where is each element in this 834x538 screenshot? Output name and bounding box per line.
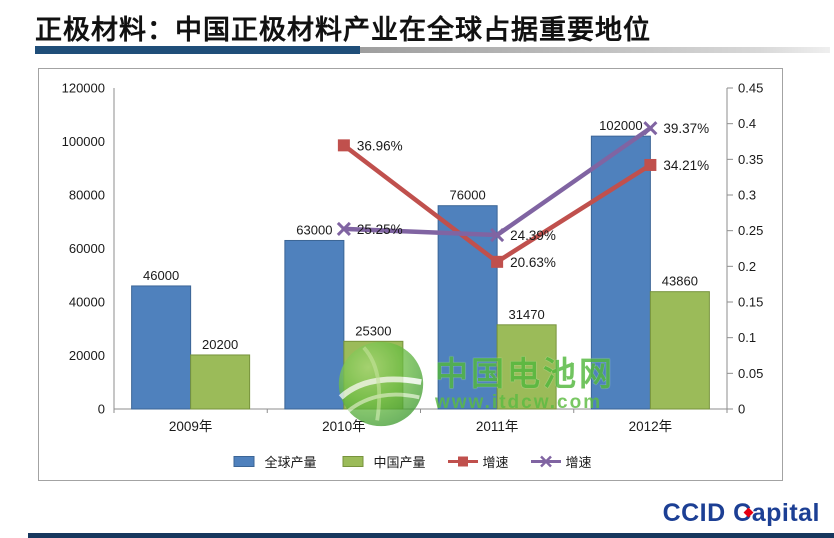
left-axis-tick-label: 0 [98, 402, 105, 417]
bar-中国产量-2009年 [190, 354, 251, 410]
page-title: 正极材料：中国正极材料产业在全球占据重要地位 [35, 15, 651, 46]
x-axis-category-label: 2009年 [169, 419, 213, 434]
line-value-label: 25.25% [357, 222, 403, 237]
right-axis-tick-label: 0.3 [738, 188, 756, 203]
marker-x [490, 227, 505, 243]
right-axis-tick-label: 0.15 [738, 295, 763, 310]
bar-中国产量-2010年 [343, 340, 404, 410]
left-axis-tick-label: 60000 [69, 241, 105, 256]
line-value-label: 20.63% [510, 255, 556, 270]
legend-item-全球产量: 全球产量 [229, 452, 316, 471]
marker-x [336, 221, 351, 236]
x-axis-category-label: 2010年 [322, 419, 366, 434]
right-axis-tick-label: 0.1 [738, 330, 756, 345]
marker-x [643, 121, 658, 136]
line-value-label: 36.96% [357, 138, 403, 153]
title-divider [35, 46, 830, 54]
line-value-label: 24.39% [510, 228, 556, 243]
bar-中国产量-2012年 [649, 291, 710, 410]
bar-value-label: 25300 [355, 323, 391, 338]
bar-value-label: 76000 [450, 188, 486, 203]
footer-bar [28, 533, 834, 538]
legend-label: 中国产量 [373, 454, 426, 470]
title-divider-gray [360, 47, 830, 53]
right-axis-tick-label: 0 [738, 402, 745, 417]
legend-item-增速-square: 增速 [447, 452, 509, 471]
bar-value-label: 31470 [509, 307, 545, 322]
marker-square [337, 139, 350, 152]
chart-legend: 全球产量 中国产量 增速 增速 [39, 447, 782, 475]
left-axis-tick-label: 100000 [62, 134, 105, 149]
legend-swatch [530, 455, 561, 467]
legend-label: 增速 [482, 454, 509, 470]
right-axis-tick-label: 0.05 [738, 366, 763, 381]
right-axis-tick-label: 0.45 [738, 81, 763, 96]
bar-value-label: 102000 [599, 118, 642, 133]
right-axis-tick-label: 0.25 [738, 223, 763, 238]
x-axis-category-label: 2012年 [629, 419, 673, 434]
title-divider-accent [35, 46, 360, 54]
bar-value-label: 63000 [296, 222, 332, 237]
bar-value-label: 43860 [662, 274, 698, 289]
logo-word-ccid: CCID [662, 499, 726, 527]
x-axis-category-label: 2011年 [476, 419, 519, 434]
logo-word-rest: apital [751, 499, 820, 527]
right-axis-tick-label: 0.35 [738, 152, 763, 167]
chart-container: 0 20000 40000 60000 80000 100000 120000 0 0.05 0.… [38, 68, 783, 481]
legend-swatch [233, 455, 255, 467]
bar-中国产量-2011年 [496, 324, 557, 410]
bar-全球产量-2010年 [284, 239, 345, 410]
combo-chart: 0 20000 40000 60000 80000 100000 120000 0 0.05 0.… [62, 81, 764, 435]
left-axis-tick-label: 120000 [62, 81, 105, 96]
line-value-label: 39.37% [663, 121, 709, 136]
left-axis-tick-label: 80000 [69, 188, 105, 203]
logo-letter-c: C [733, 499, 754, 527]
bar-value-label: 20200 [202, 337, 238, 352]
marker-square [491, 255, 504, 268]
legend-label: 全球产量 [264, 454, 317, 470]
left-axis-tick-label: 20000 [69, 348, 105, 363]
bar-全球产量-2009年 [131, 285, 192, 410]
left-axis-tick-label: 40000 [69, 295, 105, 310]
legend-swatch [447, 456, 478, 466]
line-value-label: 34.21% [663, 158, 709, 173]
bar-全球产量-2012年 [590, 135, 651, 410]
right-axis-tick-label: 0.4 [738, 116, 756, 131]
legend-item-中国产量: 中国产量 [338, 452, 426, 471]
legend-item-增速-x: 增速 [530, 452, 592, 471]
legend-swatch [342, 455, 364, 467]
marker-square [644, 158, 657, 171]
legend-label: 增速 [565, 454, 592, 470]
right-axis-tick-label: 0.2 [738, 259, 756, 274]
bar-value-label: 46000 [143, 268, 179, 283]
